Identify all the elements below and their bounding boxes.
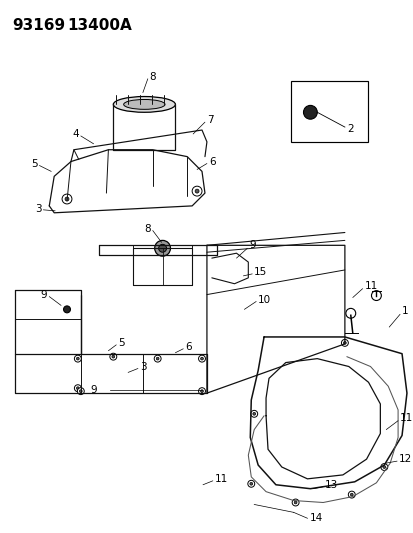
- Text: 13400A: 13400A: [67, 18, 131, 33]
- Circle shape: [249, 482, 252, 485]
- Text: 3: 3: [140, 361, 146, 372]
- Circle shape: [345, 309, 355, 318]
- Circle shape: [195, 189, 199, 193]
- Circle shape: [112, 356, 114, 358]
- Circle shape: [74, 355, 81, 362]
- Circle shape: [382, 466, 385, 469]
- Circle shape: [64, 306, 70, 313]
- Bar: [290, 81, 367, 142]
- Circle shape: [370, 290, 380, 301]
- Text: 5: 5: [31, 158, 37, 168]
- Text: 1: 1: [401, 306, 408, 316]
- Circle shape: [252, 413, 255, 415]
- Circle shape: [341, 340, 347, 346]
- Text: 8: 8: [144, 223, 150, 233]
- Ellipse shape: [123, 100, 165, 109]
- Circle shape: [347, 491, 354, 498]
- Circle shape: [250, 410, 257, 417]
- Text: 2: 2: [346, 124, 353, 134]
- Circle shape: [349, 493, 352, 496]
- Text: 14: 14: [309, 513, 322, 523]
- Text: 6: 6: [209, 157, 215, 166]
- Text: 93169: 93169: [12, 18, 65, 33]
- Ellipse shape: [113, 96, 175, 112]
- Text: 11: 11: [364, 281, 377, 290]
- Text: 15: 15: [254, 267, 267, 277]
- Text: 5: 5: [118, 338, 125, 348]
- Circle shape: [200, 357, 203, 360]
- Text: 13: 13: [324, 480, 337, 490]
- Circle shape: [294, 501, 296, 504]
- Circle shape: [198, 355, 205, 362]
- Text: 7: 7: [206, 115, 213, 125]
- Circle shape: [62, 194, 72, 204]
- Circle shape: [303, 106, 316, 119]
- Circle shape: [192, 186, 202, 196]
- Circle shape: [74, 385, 81, 392]
- Circle shape: [156, 357, 159, 360]
- Text: 4: 4: [72, 129, 78, 139]
- Text: 12: 12: [398, 454, 411, 464]
- Text: 10: 10: [258, 295, 271, 304]
- Circle shape: [79, 390, 82, 392]
- Text: 3: 3: [35, 204, 41, 214]
- Circle shape: [343, 342, 345, 344]
- Circle shape: [198, 387, 205, 394]
- Circle shape: [247, 480, 254, 487]
- Circle shape: [200, 390, 203, 392]
- Text: 11: 11: [399, 413, 412, 423]
- Circle shape: [158, 244, 166, 252]
- Circle shape: [380, 464, 387, 471]
- Circle shape: [154, 355, 161, 362]
- Circle shape: [65, 197, 69, 201]
- Circle shape: [77, 387, 84, 394]
- Text: 8: 8: [148, 72, 155, 82]
- Text: 11: 11: [214, 474, 228, 484]
- Text: 6: 6: [185, 342, 191, 352]
- Circle shape: [154, 240, 170, 256]
- Text: 9: 9: [249, 240, 255, 251]
- Circle shape: [109, 353, 116, 360]
- Text: 9: 9: [90, 385, 96, 395]
- Circle shape: [76, 387, 79, 390]
- Circle shape: [76, 357, 79, 360]
- Text: 9: 9: [40, 289, 47, 300]
- Circle shape: [292, 499, 298, 506]
